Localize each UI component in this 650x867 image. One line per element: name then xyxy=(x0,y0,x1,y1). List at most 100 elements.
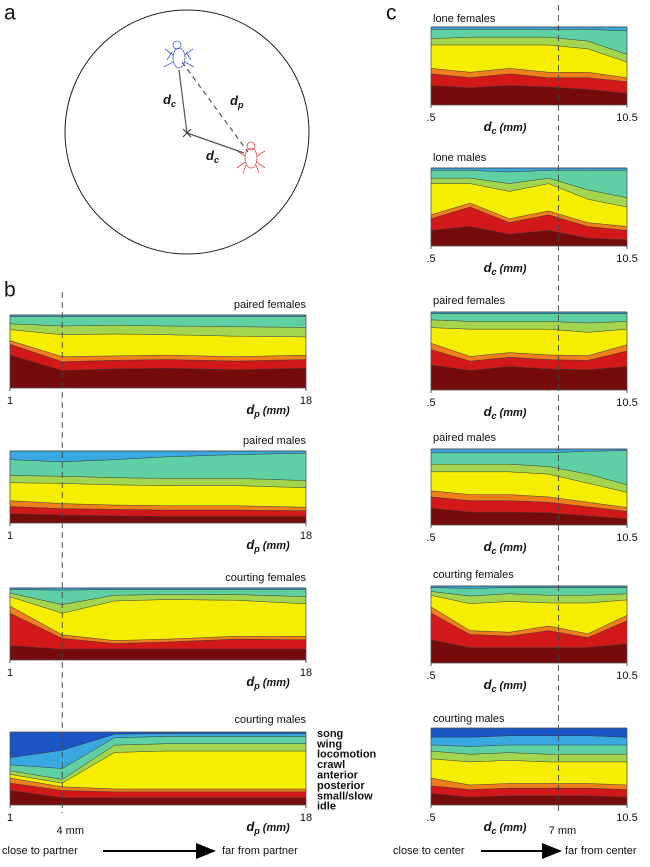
legend-entry: locomotion xyxy=(317,749,377,761)
chart-title: paired males xyxy=(243,435,306,447)
plot-frame xyxy=(9,587,307,661)
diagram-label: dc xyxy=(163,92,176,109)
label-sub: c xyxy=(492,684,497,694)
area-layer xyxy=(430,327,628,357)
plot-frame xyxy=(9,314,307,389)
label-sub: p xyxy=(253,681,260,691)
label-sub: c xyxy=(492,126,497,136)
x-tick-label: .5 xyxy=(426,670,435,682)
x-tick-label: .5 xyxy=(426,397,435,409)
chart-title: courting females xyxy=(225,572,306,584)
label-sub: p xyxy=(253,826,260,836)
arrow-end-label: far from center xyxy=(565,845,637,857)
label-unit: (mm) xyxy=(263,540,290,552)
plot-frame xyxy=(430,167,628,247)
x-tick-label: .5 xyxy=(426,112,435,124)
chart-title: courting males xyxy=(234,714,306,726)
legend-entry: small/slow xyxy=(317,790,373,802)
label-sub: c xyxy=(171,99,176,109)
panel-label: a xyxy=(4,2,16,25)
diagram-label: dp xyxy=(230,93,244,110)
legend-entry: song xyxy=(317,728,343,740)
label-main: d xyxy=(484,819,493,834)
chart-title: courting males xyxy=(433,713,505,725)
panel-label: b xyxy=(4,279,16,302)
label-sub: p xyxy=(253,409,260,419)
x-tick-label: 18 xyxy=(300,812,312,824)
reference-label: 7 mm xyxy=(549,825,577,837)
plot-frame xyxy=(430,585,628,664)
label-unit: (mm) xyxy=(500,680,527,692)
chart-title: lone females xyxy=(433,13,496,25)
plot-frame xyxy=(9,731,307,806)
label-main: d xyxy=(246,674,255,689)
area-layer xyxy=(430,727,628,738)
stacked-area-chart: courting females 1 18 dp (mm) xyxy=(7,572,312,691)
area-layer xyxy=(9,316,307,328)
area-layer xyxy=(430,758,628,786)
legend-entry: idle xyxy=(317,801,336,813)
label-main: d xyxy=(484,260,493,275)
label-unit: (mm) xyxy=(500,822,527,834)
x-tick-label: 1 xyxy=(7,395,13,407)
label-sub: c xyxy=(492,826,497,836)
x-tick-label: 1 xyxy=(7,667,13,679)
label-unit: (mm) xyxy=(500,407,527,419)
area-layer xyxy=(430,744,628,755)
x-tick-label: 1 xyxy=(7,530,13,542)
legend-entry: posterior xyxy=(317,780,365,792)
label-sub: c xyxy=(492,411,497,421)
x-axis-label: dp (mm) xyxy=(246,674,290,691)
label-sub: c xyxy=(492,546,497,556)
x-axis-label: dc (mm) xyxy=(484,260,527,277)
legend-entry: crawl xyxy=(317,759,345,771)
arrow-start-label: close to partner xyxy=(2,845,78,857)
stacked-area-chart: courting males 1 18 dp (mm) xyxy=(7,714,312,836)
x-tick-label: 10.5 xyxy=(616,112,637,124)
label-unit: (mm) xyxy=(500,542,527,554)
stacked-area-chart: lone females .5 10.5 dc (mm) xyxy=(426,13,637,136)
panel-label: c xyxy=(386,2,397,25)
label-unit: (mm) xyxy=(263,822,290,834)
chart-title: paired females xyxy=(234,299,307,311)
stacked-area-chart: paired females 1 18 dp (mm) xyxy=(7,299,312,419)
plot-frame xyxy=(430,448,628,526)
label-unit: (mm) xyxy=(500,263,527,275)
x-tick-label: 10.5 xyxy=(616,532,637,544)
label-main: d xyxy=(484,404,493,419)
label-unit: (mm) xyxy=(500,122,527,134)
label-main: d xyxy=(484,539,493,554)
x-axis-label: dp (mm) xyxy=(246,819,290,836)
x-tick-label: .5 xyxy=(426,532,435,544)
legend-entry: anterior xyxy=(317,770,359,782)
label-sub: p xyxy=(237,100,244,110)
x-axis-label: dc (mm) xyxy=(484,819,527,836)
x-axis-label: dc (mm) xyxy=(484,404,527,421)
arrow-start-label: close to center xyxy=(393,845,465,857)
x-tick-label: 18 xyxy=(300,667,312,679)
label-main: d xyxy=(246,402,255,417)
label-main: d xyxy=(206,148,215,163)
chart-title: paired females xyxy=(433,295,506,307)
label-main: d xyxy=(246,819,255,834)
stacked-area-chart: paired males .5 10.5 dc (mm) xyxy=(426,432,637,556)
stacked-area-chart: lone males .5 10.5 dc (mm) xyxy=(426,152,637,277)
plot-frame xyxy=(430,26,628,106)
x-axis-label: dc (mm) xyxy=(484,119,527,136)
legend-entry: wing xyxy=(316,738,342,750)
x-tick-label: 1 xyxy=(7,812,13,824)
plot-frame xyxy=(430,727,628,806)
plot-frame xyxy=(9,450,307,524)
label-unit: (mm) xyxy=(263,677,290,689)
label-main: d xyxy=(484,677,493,692)
x-tick-label: 18 xyxy=(300,395,312,407)
x-tick-label: 10.5 xyxy=(616,397,637,409)
x-tick-label: 10.5 xyxy=(616,670,637,682)
reference-label: 4 mm xyxy=(56,825,84,837)
x-tick-label: .5 xyxy=(426,812,435,824)
x-axis-label: dp (mm) xyxy=(246,537,290,554)
x-axis-label: dc (mm) xyxy=(484,539,527,556)
arrow-end-label: far from partner xyxy=(222,845,298,857)
label-unit: (mm) xyxy=(263,405,290,417)
